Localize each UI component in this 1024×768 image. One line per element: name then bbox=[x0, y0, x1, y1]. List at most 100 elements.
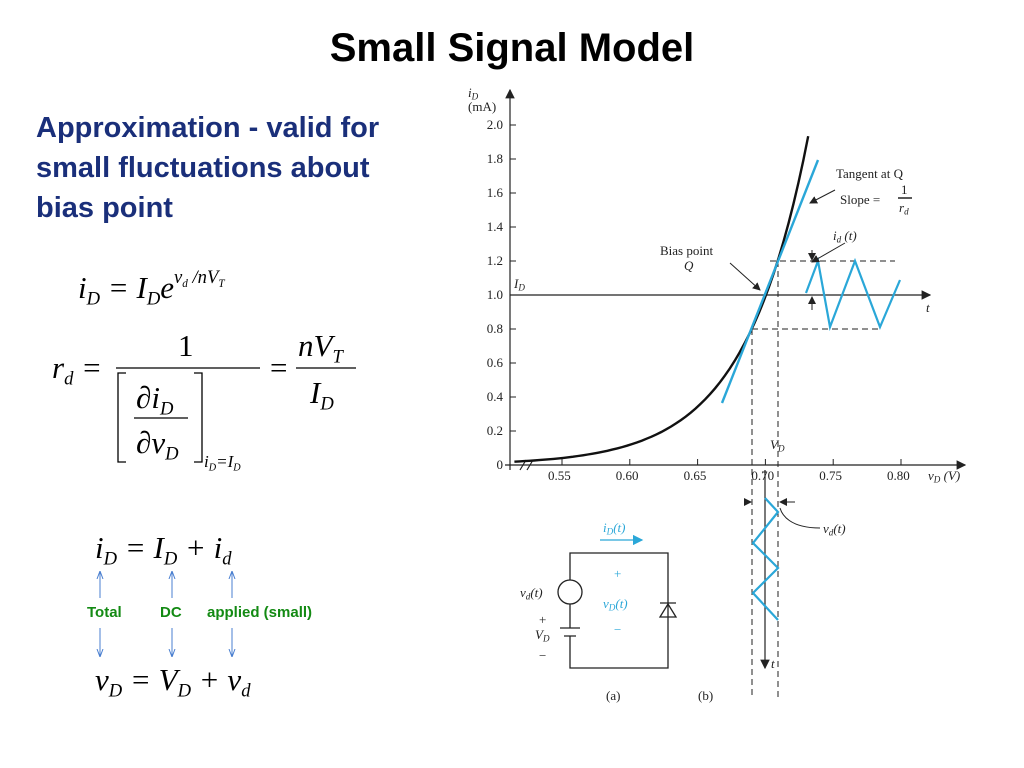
math-term: (t) bbox=[530, 585, 543, 600]
y-tick-label: 2.0 bbox=[486, 117, 503, 132]
label-arrows bbox=[100, 572, 232, 656]
math-term: v bbox=[928, 468, 934, 483]
subscript: D bbox=[471, 91, 479, 102]
math-term: i bbox=[78, 270, 87, 305]
math-term: (t) bbox=[833, 521, 846, 536]
dashed-guides bbox=[751, 260, 895, 698]
annotation: ID bbox=[514, 276, 525, 292]
ticks bbox=[510, 124, 902, 466]
math-term: ∂i bbox=[136, 380, 160, 415]
math-term: i bbox=[468, 85, 472, 100]
equation: 1 bbox=[178, 328, 194, 363]
math-term: e bbox=[160, 270, 175, 305]
equation: ∂vD bbox=[136, 425, 179, 463]
equation: nVT bbox=[298, 328, 343, 366]
math-term: I bbox=[153, 530, 164, 565]
math-term: i bbox=[833, 228, 837, 243]
circuit-label: + bbox=[539, 612, 547, 627]
subscript: D bbox=[177, 680, 191, 702]
y-tick-label: 0.2 bbox=[486, 423, 503, 438]
annotation: VD bbox=[770, 437, 785, 453]
subscript: D bbox=[233, 462, 241, 474]
intro-line: small fluctuations about bbox=[36, 152, 370, 184]
annotation: Bias point bbox=[660, 243, 714, 258]
annotation-arrows bbox=[729, 189, 846, 529]
math-term: i bbox=[213, 530, 223, 565]
math-term: (V) bbox=[940, 468, 961, 483]
subscript: d bbox=[222, 548, 232, 570]
annotation: id (t) bbox=[833, 228, 857, 244]
math-term: = bbox=[73, 350, 103, 385]
y-tick-label: 1.8 bbox=[486, 151, 503, 166]
annotation: t bbox=[926, 300, 930, 315]
circuit-label: − bbox=[539, 648, 547, 663]
y-tick-label: 1.2 bbox=[486, 253, 503, 268]
subscript: d bbox=[182, 278, 188, 291]
x-axis-label: vD (V) bbox=[928, 468, 960, 484]
subscript: D bbox=[606, 526, 614, 537]
math-term: V bbox=[770, 437, 778, 452]
math-term: i bbox=[204, 452, 209, 471]
intro-line: bias point bbox=[36, 192, 173, 224]
superscript: vd /nVT bbox=[174, 267, 225, 291]
equation: ID bbox=[310, 375, 334, 413]
math-term: ∂v bbox=[136, 425, 166, 460]
term-label: applied (small) bbox=[207, 604, 313, 621]
math-term: v bbox=[95, 662, 109, 697]
intro-line: Approximation - valid for bbox=[36, 112, 380, 144]
x-tick-label: 0.75 bbox=[819, 468, 842, 483]
math-term: V bbox=[158, 662, 178, 697]
math-term: (t) bbox=[613, 520, 626, 535]
equation: iD = IDevd /nVT bbox=[78, 267, 225, 308]
equation: iD=ID bbox=[204, 452, 241, 474]
y-tick-label: 1.4 bbox=[486, 219, 503, 234]
math-term: (t) bbox=[615, 596, 628, 611]
annotation: vd(t) bbox=[823, 521, 846, 537]
term-label: Total bbox=[87, 604, 122, 621]
vd-wave bbox=[751, 497, 780, 621]
subscript: D bbox=[108, 680, 123, 702]
subscript: T bbox=[218, 278, 225, 291]
subscript: D bbox=[777, 443, 785, 454]
subscript: D bbox=[163, 548, 178, 570]
annotation: 1 bbox=[901, 182, 908, 197]
subscript: D bbox=[165, 443, 179, 465]
term-label: DC bbox=[160, 604, 182, 621]
tangent-line bbox=[720, 159, 820, 404]
math-term: + bbox=[191, 662, 228, 697]
circuit-label: + bbox=[614, 566, 622, 581]
math-term: + bbox=[177, 530, 214, 565]
subscript: D bbox=[208, 462, 217, 474]
subscript: D bbox=[86, 288, 101, 310]
math-term: i bbox=[603, 520, 607, 535]
slide-title: Small Signal Model bbox=[329, 26, 695, 70]
annotation: Slope = bbox=[840, 192, 881, 207]
annotation: t bbox=[771, 656, 775, 671]
circuit-label: vd(t) bbox=[520, 585, 543, 601]
circuit-label: VD bbox=[535, 627, 550, 643]
math-term: v bbox=[174, 267, 183, 289]
math-term: r bbox=[899, 200, 905, 215]
math-term: v bbox=[520, 585, 526, 600]
y-tick-label: 0.4 bbox=[486, 389, 503, 404]
subscript: D bbox=[608, 602, 616, 613]
equation: rd = bbox=[52, 350, 103, 388]
y-axis-label: iD bbox=[468, 85, 478, 101]
subscript: D bbox=[320, 393, 334, 415]
equation: vD = VD + vd bbox=[95, 662, 250, 700]
x-tick-label: 0.55 bbox=[548, 468, 571, 483]
fraction-lines bbox=[116, 197, 912, 463]
subscript: d bbox=[525, 591, 531, 602]
circuit bbox=[557, 534, 678, 669]
subscript: D bbox=[103, 548, 118, 570]
equation: = bbox=[268, 350, 289, 385]
y-tick-label: 0 bbox=[496, 457, 504, 472]
subscript: D bbox=[542, 633, 550, 644]
circuit-label: iD(t) bbox=[603, 520, 625, 536]
subscript: T bbox=[332, 346, 343, 368]
axes bbox=[505, 88, 967, 670]
math-term: I bbox=[310, 375, 321, 410]
subscript: d bbox=[828, 527, 834, 538]
math-term: = bbox=[117, 530, 154, 565]
